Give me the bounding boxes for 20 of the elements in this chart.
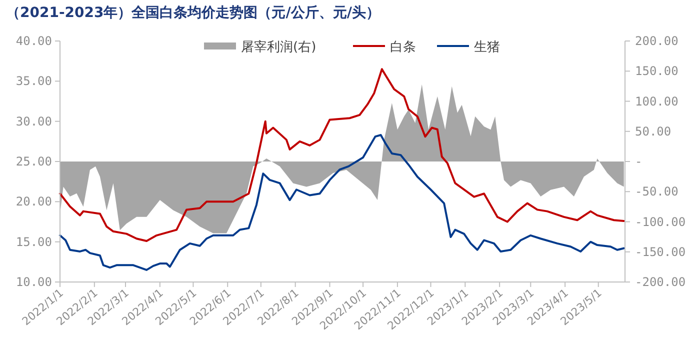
legend-label: 生猪	[474, 40, 500, 55]
y2-tick-label: 150.00	[635, 64, 678, 78]
y2-tick-label: -100.00	[635, 214, 686, 229]
y-tick-label: 35.00	[16, 74, 52, 88]
y2-tick-label: 50.00	[635, 124, 672, 138]
y2-tick-label: 100.00	[635, 94, 678, 108]
y2-tick-label: 200.00	[635, 34, 678, 48]
y2-tick-label: -150.00	[635, 244, 686, 259]
y-tick-label: 25.00	[16, 154, 52, 168]
y-tick-label: 10.00	[16, 275, 52, 289]
y-tick-label: 40.00	[16, 34, 52, 48]
y2-tick-label: -50.00	[635, 184, 678, 199]
y-tick-label: 20.00	[16, 194, 52, 209]
legend-label: 白条	[390, 40, 416, 55]
y-tick-label: 30.00	[16, 114, 52, 128]
y2-tick-label: -200.00	[635, 275, 686, 289]
legend-label: 屠宰利润(右)	[241, 39, 316, 55]
y2-tick-label: -	[635, 154, 642, 168]
chart-title: （2021-2023年）全国白条均价走势图（元/公斤、元/头）	[6, 4, 380, 21]
y-tick-label: 15.00	[16, 234, 52, 249]
